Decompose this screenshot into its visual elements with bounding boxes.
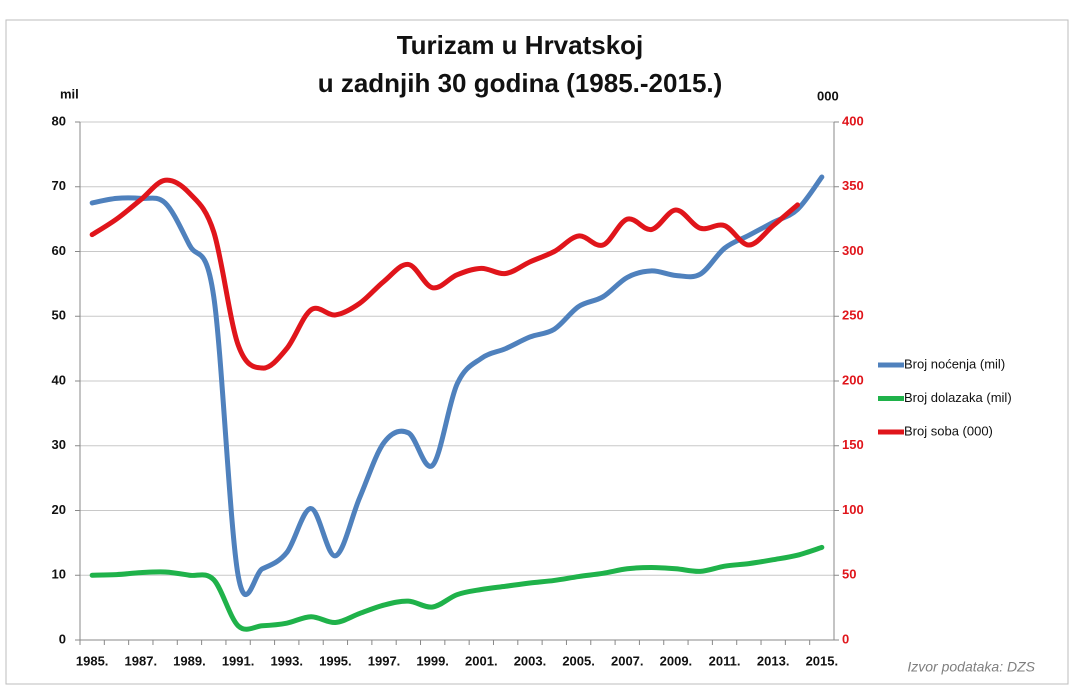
data-line xyxy=(89,544,825,632)
x-tick-label: 1999. xyxy=(416,653,449,668)
y2-tick-label: 400 xyxy=(842,113,864,128)
legend-label: Broj soba (000) xyxy=(904,423,993,438)
x-tick-label: 1993. xyxy=(270,653,303,668)
y-tick-label: 70 xyxy=(52,178,66,193)
x-tick-label: 2007. xyxy=(611,653,644,668)
data-line xyxy=(89,177,801,371)
y-axis-label: mil xyxy=(60,86,79,101)
x-tick-label: 1997. xyxy=(368,653,401,668)
y2-tick-label: 300 xyxy=(842,243,864,258)
x-tick-label: 1989. xyxy=(173,653,206,668)
legend-label: Broj noćenja (mil) xyxy=(904,356,1005,371)
x-tick-label: 2015. xyxy=(806,653,839,668)
y-tick-label: 0 xyxy=(59,631,66,646)
y2-tick-label: 150 xyxy=(842,437,864,452)
x-tick-label: 2005. xyxy=(562,653,595,668)
x-tick-label: 2003. xyxy=(514,653,547,668)
y2-tick-label: 50 xyxy=(842,567,856,582)
chart-title: Turizam u Hrvatskoj xyxy=(397,30,644,60)
y2-tick-label: 350 xyxy=(842,178,864,193)
legend-label: Broj dolazaka (mil) xyxy=(904,390,1012,405)
y-tick-label: 60 xyxy=(52,243,66,258)
y-tick-label: 40 xyxy=(52,372,66,387)
x-tick-label: 2013. xyxy=(757,653,790,668)
y-tick-label: 10 xyxy=(52,567,66,582)
y-tick-label: 80 xyxy=(52,113,66,128)
y2-tick-label: 200 xyxy=(842,372,864,387)
x-tick-label: 1995. xyxy=(319,653,352,668)
y2-tick-label: 0 xyxy=(842,631,849,646)
x-tick-label: 2011. xyxy=(709,653,741,668)
x-tick-label: 1991. xyxy=(222,653,255,668)
x-tick-label: 1987. xyxy=(125,653,158,668)
data-line xyxy=(89,174,825,597)
y-tick-label: 20 xyxy=(52,502,66,517)
x-tick-label: 1985. xyxy=(76,653,109,668)
x-tick-label: 2001. xyxy=(465,653,498,668)
y-tick-label: 30 xyxy=(52,437,66,452)
y2-tick-label: 250 xyxy=(842,308,864,323)
y2-tick-label: 100 xyxy=(842,502,864,517)
chart-title: u zadnjih 30 godina (1985.-2015.) xyxy=(318,68,723,98)
y-tick-label: 50 xyxy=(52,308,66,323)
x-tick-label: 2009. xyxy=(660,653,693,668)
source-note: Izvor podataka: DZS xyxy=(907,659,1035,675)
y2-axis-label: 000 xyxy=(817,88,839,103)
